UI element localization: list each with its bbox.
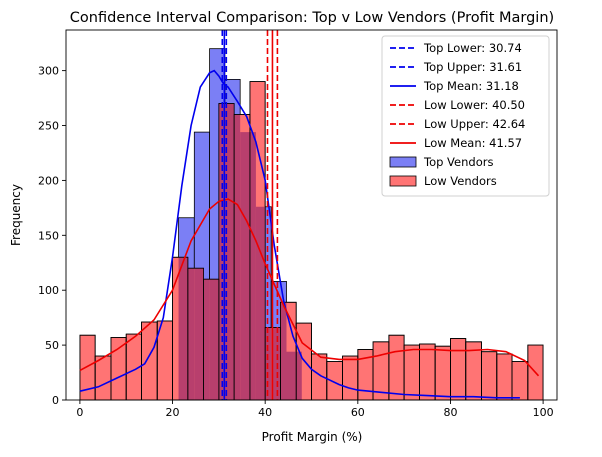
low-vendors-bar: [110, 337, 127, 401]
overlap-bar: [271, 327, 281, 400]
overlap-bar: [194, 268, 204, 400]
overlap-bar: [203, 279, 210, 400]
y-tick-label: 250: [38, 120, 59, 133]
low-vendors-bar: [496, 353, 513, 401]
overlap-bar: [240, 132, 250, 401]
x-tick-label: 40: [258, 406, 272, 419]
overlap-bar: [249, 132, 256, 401]
overlap-bar: [234, 114, 241, 400]
overlap-bar: [286, 351, 297, 400]
low-vendors-bar: [156, 320, 173, 401]
x-tick-label: 80: [443, 406, 457, 419]
low-vendors-bar: [434, 345, 451, 401]
low-vendors-bar: [450, 338, 467, 401]
low-vendors-bar: [403, 344, 420, 401]
y-tick-label: 150: [38, 229, 59, 242]
overlap-bar: [296, 351, 302, 400]
low-vendors-bar: [511, 361, 529, 401]
overlap-bar: [224, 103, 235, 401]
legend-label: Top Vendors: [423, 155, 493, 169]
legend-label: Low Lower: 40.50: [424, 98, 525, 112]
y-axis-label: Frequency: [9, 184, 23, 246]
low-vendors-bar: [388, 334, 405, 401]
plot-area: 0 20 40 60 80 100 0 50 100 150 200 250 300: [38, 29, 558, 419]
legend-box: [381, 35, 550, 197]
plot-frame: [65, 29, 558, 401]
x-tick-label: 0: [76, 406, 83, 419]
overlap-bar: [187, 268, 195, 400]
legend-label: Top Lower: 30.74: [423, 41, 522, 55]
low-vendors-bar: [326, 361, 343, 401]
x-tick-label: 60: [351, 406, 365, 419]
y-tick-label: 200: [38, 174, 59, 187]
x-tick-label: 100: [533, 406, 554, 419]
y-tick-label: 50: [45, 339, 59, 352]
legend-label: Top Upper: 31.61: [423, 60, 522, 74]
low-vendors-bar: [481, 351, 498, 401]
overlap-bar: [255, 206, 266, 400]
legend-swatch: [389, 175, 417, 187]
legend: Top Lower: 30.74 Top Upper: 31.61 Top Mean…: [381, 35, 550, 197]
low-vendors-bar: [94, 355, 112, 401]
low-vendors-kde-line: [79, 198, 540, 377]
chart-title: Confidence Interval Comparison: Top v Lo…: [70, 10, 554, 26]
legend-label: Top Mean: 31.18: [423, 79, 519, 93]
overlap-bar: [209, 279, 219, 400]
x-axis-label: Profit Margin (%): [262, 430, 363, 444]
low-vendors-bar: [141, 321, 158, 401]
y-tick-label: 100: [38, 284, 59, 297]
legend-swatch: [389, 156, 417, 168]
overlap-bar: [280, 302, 287, 400]
y-tick-label: 300: [38, 65, 59, 78]
legend-label: Low Mean: 41.57: [424, 136, 522, 150]
overlap-bar: [178, 257, 188, 400]
legend-label: Low Upper: 42.64: [424, 117, 525, 131]
low-vendors-bar: [342, 355, 359, 401]
x-tick-label: 20: [166, 406, 180, 419]
y-tick-label: 0: [52, 394, 59, 407]
low-vendors-bar: [419, 343, 436, 401]
top-vendors-kde-line: [79, 69, 520, 399]
legend-label: Low Vendors: [424, 174, 497, 188]
